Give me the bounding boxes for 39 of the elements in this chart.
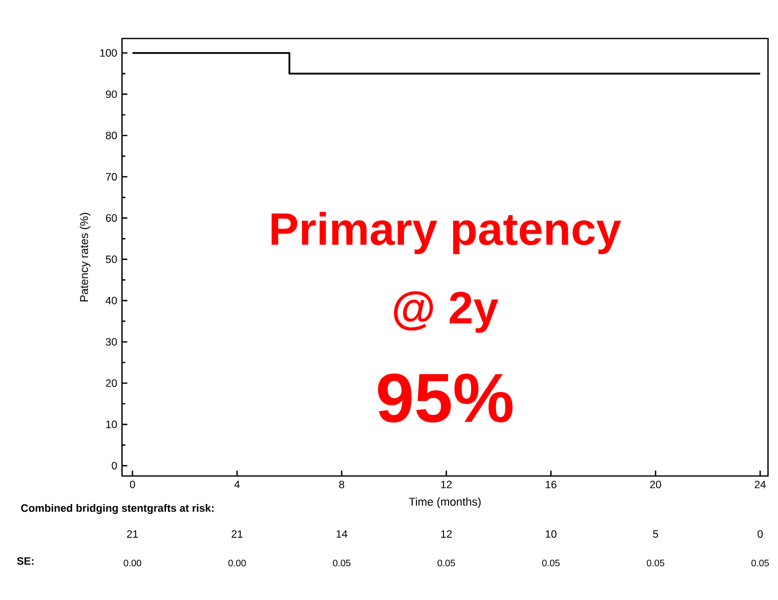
text: 0.00 [124,560,142,566]
x-tick-label: 0 [130,480,136,488]
x-tick-label: 20 [650,480,662,488]
x-tick-label: 8 [339,480,344,488]
text: 0.05 [751,560,769,566]
y-tick-label: 70 [106,172,117,181]
y-tick-label: 100 [100,49,117,57]
annotation: 95% [378,373,513,423]
annotation: Primary patency [272,212,622,254]
text: 0.05 [646,560,664,566]
y-tick-label: 30 [106,338,117,346]
text: 0.05 [332,560,350,566]
y-tick-label: 60 [106,214,117,222]
text: Combined bridging stentgrafts at risk: [21,504,214,514]
text: 12 [441,530,452,538]
y-tick-label: 40 [106,296,117,304]
text: 21 [232,530,242,538]
y-tick-label: 50 [106,256,117,264]
x-axis-title: Time (months) [408,497,481,508]
x-tick-label: 24 [754,480,766,488]
annotation: @ 2y [394,291,498,333]
x-tick-label: 16 [546,480,556,488]
y-tick-label: 20 [106,379,117,387]
y-tick-label: 80 [106,132,117,140]
text: 0.05 [438,560,455,566]
text: 10 [546,530,556,538]
y-axis-title: Patency rates (%) [80,212,90,302]
y-tick-label: 0 [112,462,117,470]
x-tick-label: 4 [234,480,240,488]
text: 0.00 [228,560,246,566]
text: 5 [652,530,658,538]
text: 14 [336,530,348,538]
text: 21 [127,530,138,538]
text: 0.05 [542,560,560,566]
y-tick-label: 10 [106,420,117,428]
text: SE: [17,557,34,565]
y-tick-label: 90 [106,90,117,98]
x-tick-label: 12 [441,480,452,488]
text: 0 [758,530,763,538]
